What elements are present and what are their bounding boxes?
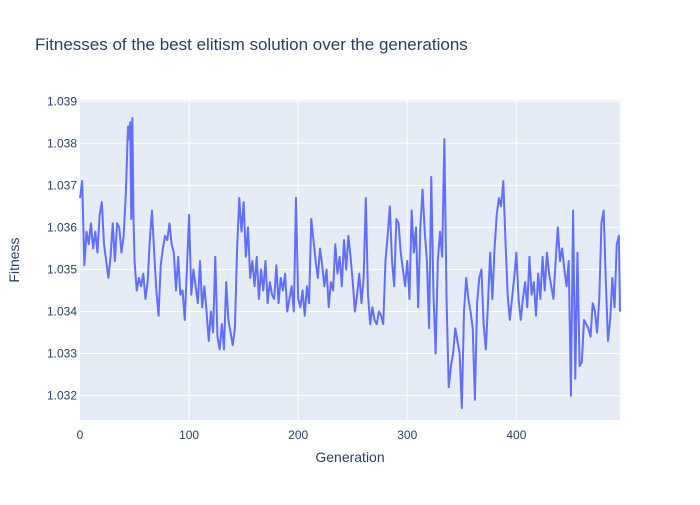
y-tick-label: 1.036	[47, 220, 77, 234]
x-axis-ticks: 0 100 200 300 400	[77, 428, 527, 442]
y-axis-title: Fitness	[6, 237, 22, 282]
x-tick-label: 400	[506, 428, 526, 442]
series-line	[79, 117, 621, 410]
y-tick-label: 1.039	[47, 94, 77, 108]
y-tick-label: 1.034	[47, 305, 77, 319]
x-tick-label: 200	[288, 428, 308, 442]
y-tick-label: 1.038	[47, 136, 77, 150]
x-tick-label: 0	[77, 428, 84, 442]
y-axis-ticks: 1.032 1.033 1.034 1.035 1.036 1.037 1.038 1.039	[47, 94, 77, 402]
chart-title: Fitnesses of the best elitism solution o…	[35, 35, 468, 54]
y-tick-label: 1.033	[47, 347, 77, 361]
y-tick-label: 1.035	[47, 262, 77, 276]
series-group	[79, 117, 621, 410]
x-tick-label: 300	[397, 428, 417, 442]
y-tick-label: 1.037	[47, 178, 77, 192]
x-axis-title: Generation	[315, 449, 384, 465]
y-tick-label: 1.032	[47, 389, 77, 403]
x-tick-label: 100	[179, 428, 199, 442]
